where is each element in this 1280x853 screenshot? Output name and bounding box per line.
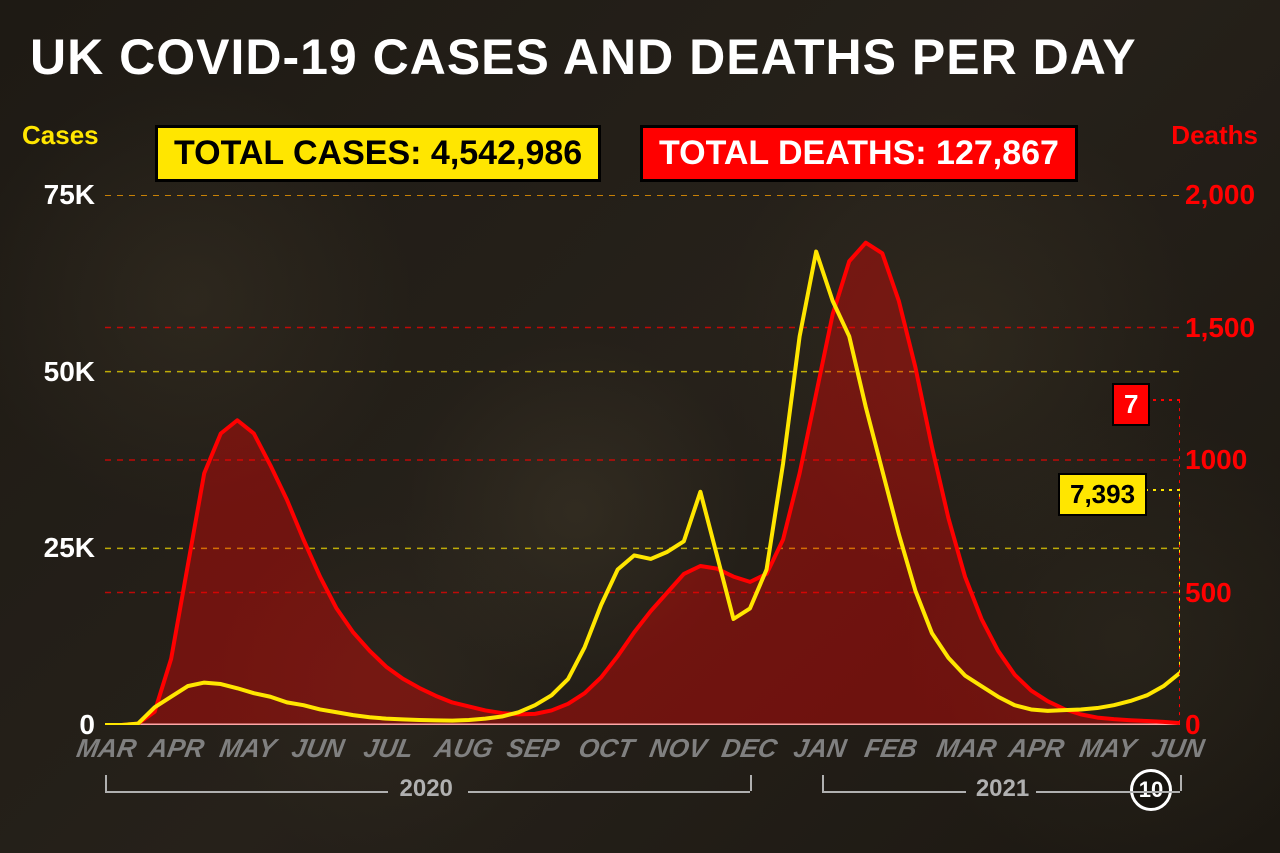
right-axis-title: Deaths xyxy=(1171,120,1258,151)
callout-current-cases: 7,393 xyxy=(1058,473,1147,516)
y-tick-right: 1,500 xyxy=(1185,312,1260,344)
x-tick: JUN xyxy=(1149,733,1206,764)
x-tick: FEB xyxy=(863,733,920,764)
y-tick-right: 2,000 xyxy=(1185,179,1260,211)
chart-title: UK COVID-19 CASES AND DEATHS PER DAY xyxy=(30,28,1137,86)
y-tick-left: 50K xyxy=(30,356,95,388)
left-axis-title: Cases xyxy=(22,120,99,151)
y-tick-left: 75K xyxy=(30,179,95,211)
x-tick: MAY xyxy=(218,733,279,764)
day-marker-text: 10 xyxy=(1139,777,1163,803)
x-tick: APR xyxy=(1006,733,1066,764)
x-tick: MAR xyxy=(74,733,139,764)
x-tick: SEP xyxy=(504,733,561,764)
y-tick-right: 1000 xyxy=(1185,444,1260,476)
x-tick: MAR xyxy=(934,733,999,764)
year-label-2021: 2021 xyxy=(976,775,1029,803)
chart-svg xyxy=(105,195,1180,725)
x-tick: MAY xyxy=(1078,733,1139,764)
year-label-2020: 2020 xyxy=(400,775,453,803)
callout-current-deaths: 7 xyxy=(1112,383,1150,426)
day-marker-circle: 10 xyxy=(1130,769,1172,811)
x-tick: NOV xyxy=(648,733,710,764)
total-deaths-badge: TOTAL DEATHS: 127,867 xyxy=(640,125,1078,182)
y-tick-left: 25K xyxy=(30,532,95,564)
x-tick: OCT xyxy=(576,733,636,764)
x-tick: JUL xyxy=(361,733,416,764)
x-tick: JAN xyxy=(791,733,848,764)
x-tick: APR xyxy=(146,733,206,764)
y-tick-right: 500 xyxy=(1185,577,1260,609)
x-tick: DEC xyxy=(719,733,779,764)
x-tick: AUG xyxy=(433,733,496,764)
x-tick: JUN xyxy=(289,733,346,764)
total-cases-badge: TOTAL CASES: 4,542,986 xyxy=(155,125,601,182)
chart-plot-area xyxy=(105,195,1180,725)
